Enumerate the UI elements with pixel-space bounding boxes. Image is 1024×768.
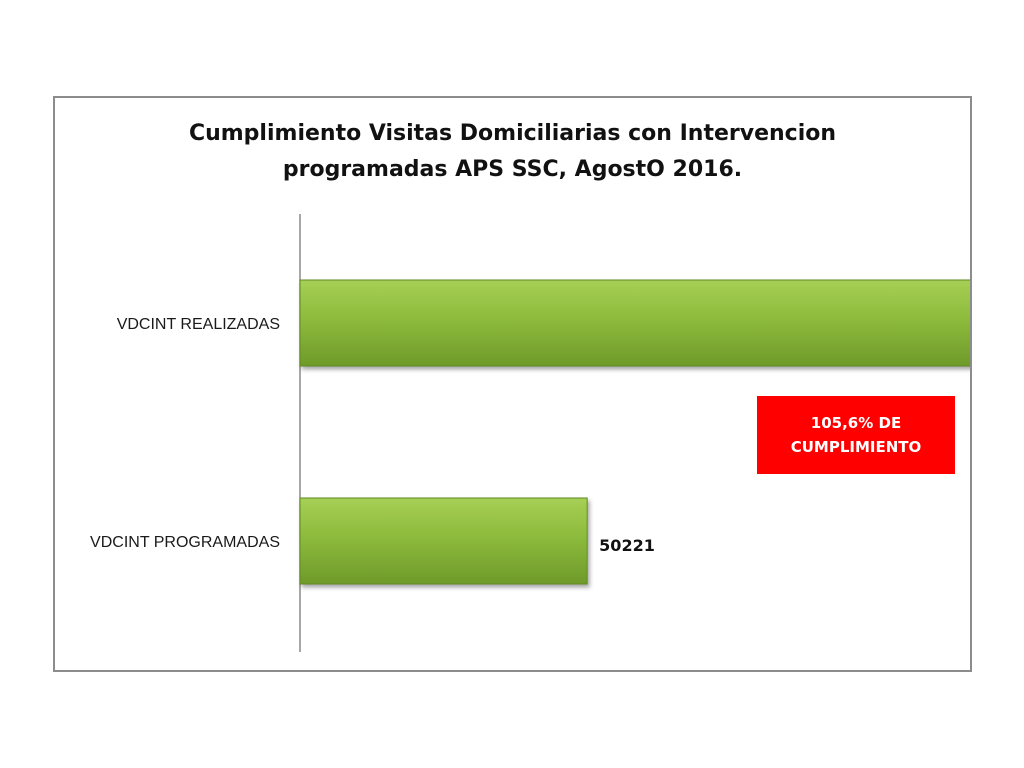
category-label-vdcint-programadas: VDCINT PROGRAMADAS <box>90 534 280 551</box>
data-label-vdcint-programadas: 50221 <box>599 536 655 555</box>
category-label-vdcint-realizadas: VDCINT REALIZADAS <box>117 316 280 333</box>
compliance-badge-line-1: 105,6% DE <box>810 414 902 432</box>
bar-vdcint-realizadas <box>299 279 970 367</box>
plot-area: VDCINT REALIZADAS53058VDCINT PROGRAMADAS… <box>90 214 970 652</box>
chart-title: Cumplimiento Visitas Domiciliarias con I… <box>55 116 970 188</box>
compliance-badge: 105,6% DE CUMPLIMIENTO <box>757 396 955 474</box>
compliance-badge-line-2: CUMPLIMIENTO <box>790 438 922 456</box>
chart-frame: Cumplimiento Visitas Domiciliarias con I… <box>53 96 972 672</box>
chart-title-line-1: Cumplimiento Visitas Domiciliarias con I… <box>188 121 837 146</box>
bar-vdcint-programadas <box>299 497 588 585</box>
chart-title-line-2: programadas APS SSC, AgostO 2016. <box>282 157 743 182</box>
bars-layer: VDCINT REALIZADAS53058VDCINT PROGRAMADAS… <box>90 279 970 585</box>
